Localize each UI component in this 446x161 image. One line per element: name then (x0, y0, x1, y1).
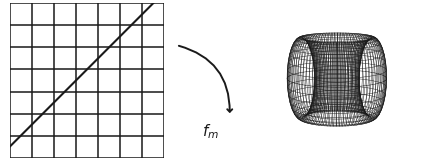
Text: $f_m$: $f_m$ (202, 123, 219, 141)
